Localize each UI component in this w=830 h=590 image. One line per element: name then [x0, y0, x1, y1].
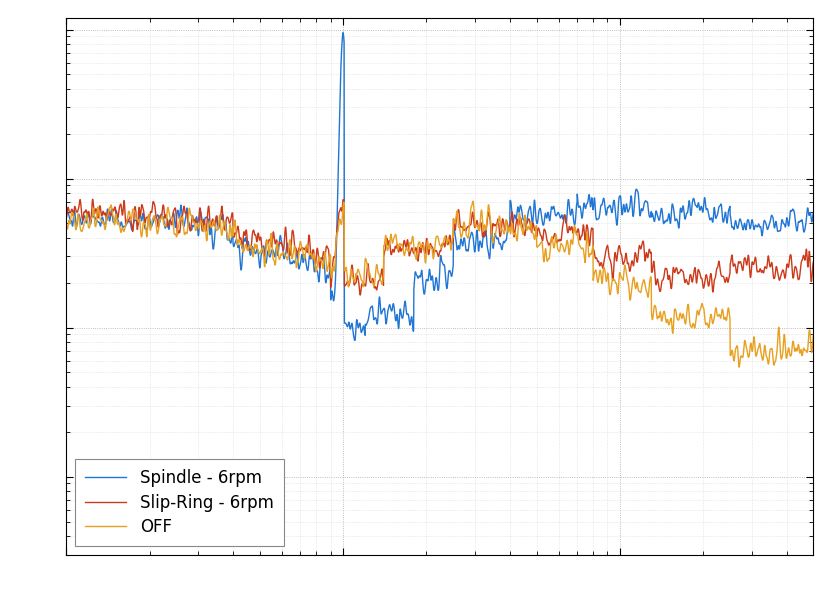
OFF — [808, 330, 818, 337]
OFF — [735, 363, 745, 371]
Spindle - 6rpm — [381, 318, 391, 325]
Slip-Ring - 6rpm — [808, 258, 818, 266]
Slip-Ring - 6rpm — [61, 214, 71, 221]
OFF — [147, 221, 157, 228]
OFF — [794, 346, 804, 353]
Slip-Ring - 6rpm — [381, 244, 391, 251]
Slip-Ring - 6rpm — [714, 258, 724, 265]
Slip-Ring - 6rpm — [88, 196, 98, 203]
Spindle - 6rpm — [348, 328, 358, 335]
Slip-Ring - 6rpm — [348, 271, 358, 278]
Spindle - 6rpm — [350, 337, 360, 344]
Line: OFF: OFF — [66, 201, 813, 367]
Slip-Ring - 6rpm — [191, 219, 201, 226]
Spindle - 6rpm — [338, 29, 348, 36]
OFF — [191, 227, 201, 234]
OFF — [348, 274, 358, 281]
Line: Slip-Ring - 6rpm: Slip-Ring - 6rpm — [66, 199, 813, 295]
Slip-Ring - 6rpm — [355, 291, 365, 299]
OFF — [380, 234, 390, 241]
Spindle - 6rpm — [147, 223, 157, 230]
Line: Spindle - 6rpm: Spindle - 6rpm — [66, 32, 813, 340]
OFF — [468, 198, 478, 205]
Spindle - 6rpm — [714, 204, 724, 211]
Slip-Ring - 6rpm — [147, 208, 157, 215]
Spindle - 6rpm — [61, 208, 71, 215]
Spindle - 6rpm — [808, 209, 818, 217]
Slip-Ring - 6rpm — [794, 276, 804, 283]
Spindle - 6rpm — [794, 219, 804, 226]
OFF — [714, 312, 724, 319]
Legend: Spindle - 6rpm, Slip-Ring - 6rpm, OFF: Spindle - 6rpm, Slip-Ring - 6rpm, OFF — [75, 459, 284, 546]
Spindle - 6rpm — [191, 215, 201, 222]
OFF — [61, 221, 71, 228]
